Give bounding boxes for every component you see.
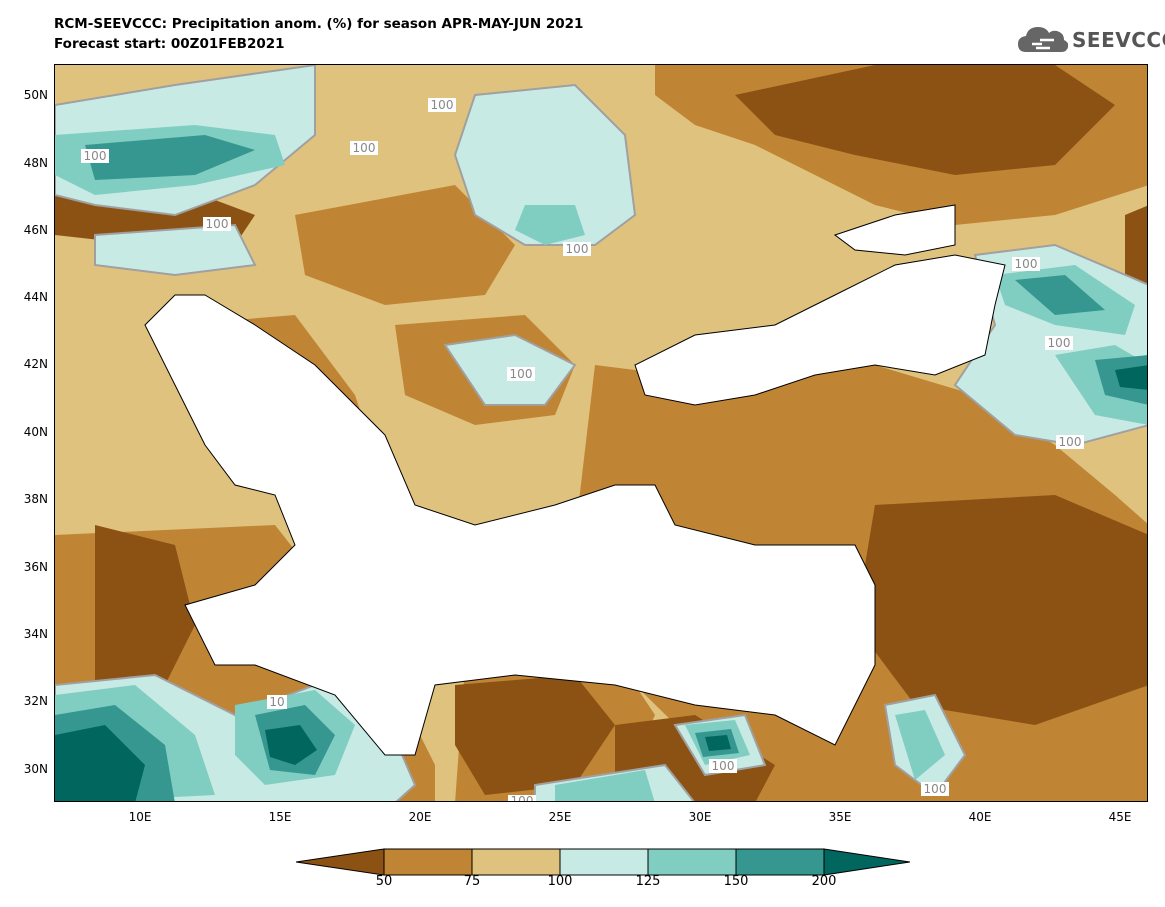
svg-text:100: 100 <box>924 782 947 796</box>
colorbar-125-150 <box>647 848 737 876</box>
contour-label: 100 <box>508 794 536 802</box>
lon-label: 40E <box>968 810 992 824</box>
lat-label: 44N <box>23 290 48 304</box>
contour-label: 100 <box>921 782 949 796</box>
lon-label: 20E <box>408 810 432 824</box>
colorbar-100-125 <box>559 848 649 876</box>
lon-label: 15E <box>268 810 292 824</box>
lon-label: 35E <box>828 810 852 824</box>
contour-label: 10 <box>267 695 287 709</box>
contour-label: 100 <box>709 759 737 773</box>
logo-text: SEEVCCC <box>1072 28 1165 52</box>
colorbar-legend <box>295 847 911 877</box>
colorbar-75-100 <box>471 848 561 876</box>
lat-label: 30N <box>23 762 48 776</box>
legend-label: 100 <box>547 874 573 889</box>
colorbar-below50 <box>295 848 385 876</box>
title-line-1: RCM-SEEVCCC: Precipitation anom. (%) for… <box>54 16 584 32</box>
svg-text:100: 100 <box>1015 257 1038 271</box>
contour-labels: 100 100 100 100 100 100 100 100 100 100 … <box>81 98 1084 802</box>
contour-label: 100 <box>1045 336 1073 350</box>
legend-label: 50 <box>375 874 393 889</box>
seevccc-logo: SEEVCCC <box>1016 20 1165 60</box>
legend-label: 75 <box>463 874 481 889</box>
cloud-icon <box>1018 27 1069 52</box>
contour-label: 100 <box>81 149 109 163</box>
contour-label: 100 <box>1012 257 1040 271</box>
lon-label: 30E <box>688 810 712 824</box>
legend-label: 125 <box>635 874 661 889</box>
svg-text:100: 100 <box>511 794 534 802</box>
lat-label: 46N <box>23 223 48 237</box>
lat-label: 36N <box>23 560 48 574</box>
chart-title: RCM-SEEVCCC: Precipitation anom. (%) for… <box>54 14 583 54</box>
colorbar-150-200 <box>735 848 825 876</box>
svg-text:100: 100 <box>510 367 533 381</box>
svg-text:100: 100 <box>1059 435 1082 449</box>
contour-label: 100 <box>203 217 231 231</box>
lon-label: 10E <box>128 810 152 824</box>
lat-label: 48N <box>23 156 48 170</box>
lat-label: 32N <box>23 694 48 708</box>
lat-label: 50N <box>23 88 48 102</box>
colorbar <box>295 848 911 876</box>
lat-label: 34N <box>23 627 48 641</box>
svg-text:100: 100 <box>431 98 454 112</box>
lat-label: 38N <box>23 492 48 506</box>
regions-above-200 <box>55 365 1147 801</box>
svg-text:100: 100 <box>84 149 107 163</box>
contour-label: 100 <box>428 98 456 112</box>
contour-label: 100 <box>507 367 535 381</box>
svg-text:100: 100 <box>353 141 376 155</box>
precipitation-map: 100 100 100 100 100 100 100 100 100 100 … <box>54 64 1148 802</box>
lat-label: 42N <box>23 357 48 371</box>
contour-label: 100 <box>350 141 378 155</box>
lon-label: 45E <box>1108 810 1132 824</box>
svg-text:100: 100 <box>1048 336 1071 350</box>
contour-label: 100 <box>1056 435 1084 449</box>
svg-text:100: 100 <box>206 217 229 231</box>
legend-label: 200 <box>811 874 837 889</box>
colorbar-50-75 <box>383 848 473 876</box>
svg-text:10: 10 <box>269 695 284 709</box>
lat-label: 40N <box>23 425 48 439</box>
svg-text:100: 100 <box>712 759 735 773</box>
legend-label: 150 <box>723 874 749 889</box>
map-canvas: 100 100 100 100 100 100 100 100 100 100 … <box>55 65 1147 802</box>
svg-text:100: 100 <box>566 242 589 256</box>
contour-label: 100 <box>563 242 591 256</box>
title-line-2: Forecast start: 00Z01FEB2021 <box>54 36 285 52</box>
seas <box>144 204 1006 756</box>
colorbar-above200 <box>823 848 911 876</box>
lon-label: 25E <box>548 810 572 824</box>
